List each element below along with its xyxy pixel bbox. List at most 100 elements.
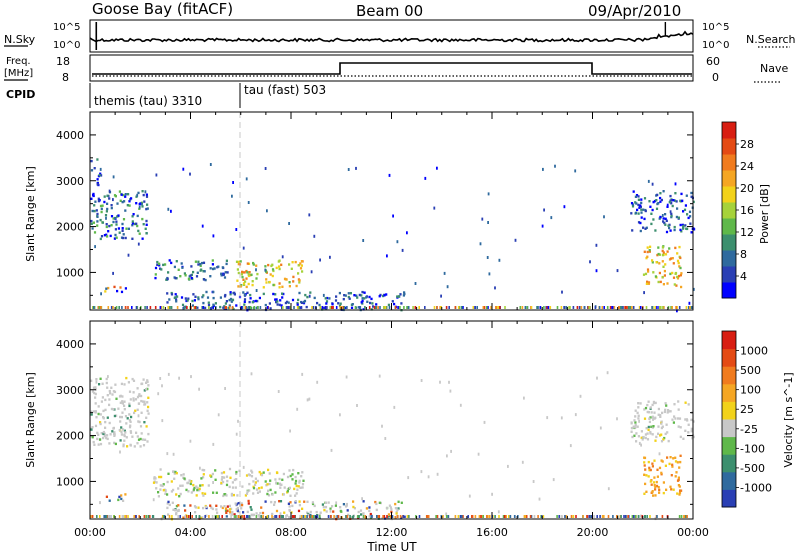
echo-cell [322,505,325,509]
echo-cell [94,396,97,399]
echo-cell [676,277,680,280]
echo-cell [124,193,127,196]
echo-cell [645,282,648,285]
echo-cell [684,429,687,432]
echo-cell [190,375,192,379]
echo-cell [513,515,516,518]
echo-cell [647,425,650,429]
echo-cell [439,306,441,309]
echo-cell [325,300,329,303]
echo-cell [521,460,524,464]
echo-cell [241,306,243,309]
echo-cell [170,291,173,295]
echo-cell [250,273,253,276]
echo-cell [228,467,232,471]
echo-cell [262,292,265,296]
echo-cell [368,306,371,309]
echo-cell [113,434,116,437]
echo-cell [191,299,194,303]
echo-cell [183,477,186,480]
echo-cell [563,306,565,309]
echo-cell [137,229,140,233]
echo-cell [487,221,489,224]
echo-cell [603,306,605,309]
echo-cell [90,413,93,416]
echo-cell [222,306,225,309]
echo-cell [246,510,249,514]
echo-cell [104,408,107,412]
echo-cell [145,195,149,198]
echo-cell [643,464,646,467]
echo-cell [630,212,633,215]
echo-cell [128,413,131,416]
echo-cell [274,478,277,481]
y-tick-label: 4000 [56,338,84,351]
echo-cell [190,277,193,280]
echo-cell [651,465,654,468]
echo-cell [384,306,387,309]
echo-cell [461,515,463,518]
colorbar-cell [722,348,736,367]
echo-cell [276,303,279,306]
echo-cell [671,306,673,309]
echo-cell [108,224,111,228]
echo-cell [669,456,672,459]
echo-cell [225,300,228,303]
echo-cell [616,417,618,421]
echo-cell [660,198,663,202]
echo-cell [523,515,526,518]
echo-cell [663,436,666,440]
echo-cell [672,199,675,202]
echo-cell [202,473,205,476]
echo-cell [110,204,113,207]
echo-cell [324,505,328,509]
echo-cell [653,401,656,405]
echo-cell [115,414,118,417]
echo-cell [387,513,390,516]
echo-cell [127,381,130,384]
echo-cell [222,273,225,276]
echo-cell [390,515,392,518]
echo-cell [179,484,182,487]
echo-cell [288,306,290,309]
echo-cell [184,515,186,518]
echo-cell [392,214,394,218]
echo-cell [235,515,237,518]
echo-cell [173,477,176,480]
echo-cell [121,229,124,232]
echo-cell [236,515,238,518]
echo-cell [678,493,681,496]
echo-cell [400,501,403,504]
echo-cell [209,275,212,278]
echo-cell [575,515,577,518]
echo-cell [337,515,340,518]
echo-cell [189,482,192,486]
echo-cell [194,260,197,263]
cpid-mode-1: themis (tau) 3310 [94,94,202,108]
echo-cell [226,271,229,274]
echo-cell [690,430,693,433]
echo-cell [106,202,109,205]
echo-cell [124,515,126,518]
colorbar-tick-label: -1000 [740,481,772,494]
echo-cell [311,515,314,518]
echo-cell [537,515,539,518]
echo-cell [247,473,250,476]
echo-cell [264,500,267,503]
echo-cell [537,306,539,309]
echo-cell [649,205,652,208]
echo-cell [228,298,231,302]
echo-cell [668,247,671,250]
echo-cell [678,306,681,309]
echo-cell [427,515,429,518]
echo-cell [679,274,682,277]
echo-cell [140,411,143,414]
echo-cell [211,259,214,262]
echo-cell [107,375,109,379]
echo-cell [167,306,170,309]
echo-cell [117,214,120,217]
echo-cell [318,303,321,307]
echo-cell [661,260,664,263]
echo-cell [181,484,184,487]
